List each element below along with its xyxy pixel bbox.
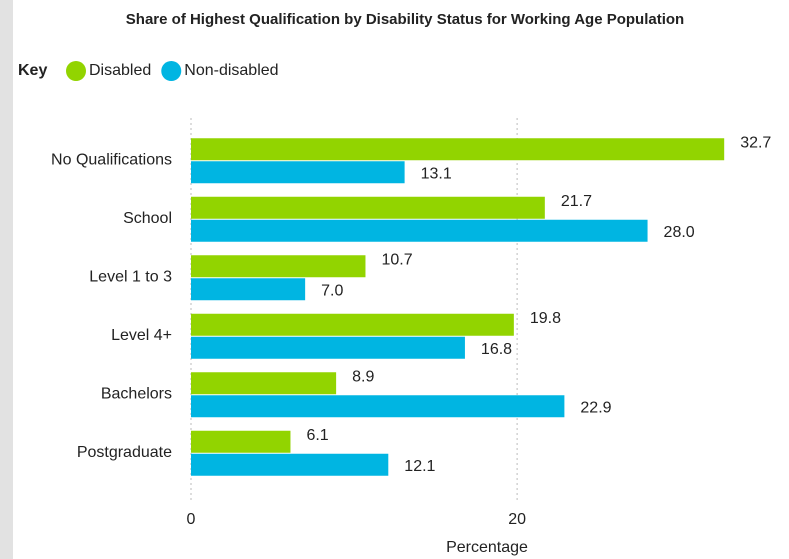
value-label: 16.8 [481, 341, 512, 358]
value-label: 13.1 [421, 165, 452, 182]
bar [191, 336, 465, 359]
value-label: 12.1 [404, 458, 435, 475]
value-label: 8.9 [352, 368, 374, 385]
chart-title: Share of Highest Qualification by Disabi… [126, 11, 684, 28]
side-strip [0, 0, 13, 559]
y-tick-label: Bachelors [101, 385, 172, 402]
bar [191, 196, 545, 219]
value-label: 10.7 [381, 251, 412, 268]
x-tick-label: 0 [187, 511, 196, 528]
value-label: 7.0 [321, 282, 343, 299]
value-label: 22.9 [580, 399, 611, 416]
value-label: 32.7 [740, 134, 771, 151]
legend-title: Key [18, 62, 47, 79]
y-tick-label: No Qualifications [51, 151, 172, 168]
y-tick-label: Level 1 to 3 [89, 268, 172, 285]
bar [191, 219, 648, 242]
bar [191, 278, 306, 301]
value-label: 21.7 [561, 193, 592, 210]
value-label: 6.1 [306, 427, 328, 444]
bar [191, 255, 366, 278]
bar [191, 395, 565, 418]
legend-swatch [161, 61, 182, 81]
y-tick-label: Level 4+ [111, 327, 172, 344]
value-label: 28.0 [664, 224, 695, 241]
value-label: 19.8 [530, 310, 561, 327]
bar [191, 313, 514, 336]
bar [191, 430, 291, 453]
bar [191, 138, 725, 161]
bar [191, 161, 405, 184]
y-tick-label: School [123, 210, 172, 227]
legend-label: Non-disabled [184, 62, 278, 79]
legend-swatch [66, 61, 86, 81]
legend-label: Disabled [89, 62, 151, 79]
y-tick-label: Postgraduate [77, 444, 172, 461]
bar [191, 372, 337, 395]
x-axis-label: Percentage [446, 539, 528, 556]
bar [191, 453, 389, 476]
x-tick-label: 20 [508, 511, 526, 528]
